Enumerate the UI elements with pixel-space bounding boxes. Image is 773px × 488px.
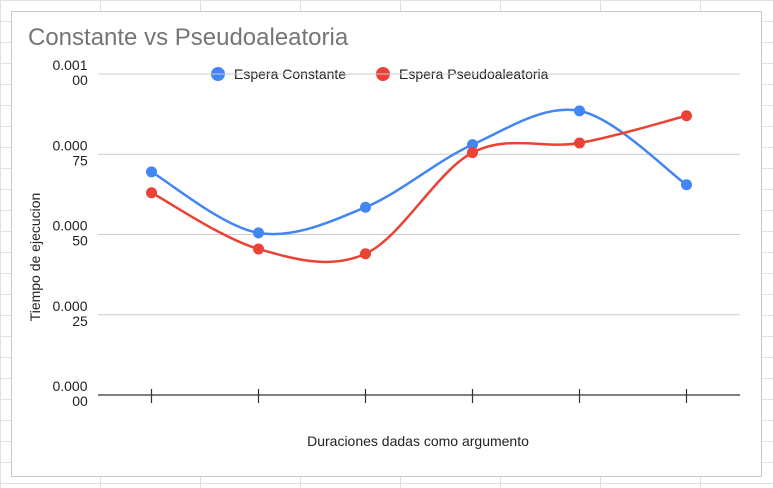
data-point[interactable] — [467, 139, 478, 151]
data-point[interactable] — [253, 243, 264, 255]
data-point[interactable] — [360, 248, 371, 260]
data-point[interactable] — [360, 201, 371, 213]
y-tick-label-cont: 00 — [72, 72, 88, 88]
data-point[interactable] — [146, 187, 157, 199]
data-point[interactable] — [574, 137, 585, 149]
y-gridlines — [98, 73, 740, 316]
data-point[interactable] — [253, 227, 264, 239]
y-tick-label: 0.000 — [52, 298, 87, 314]
y-axis-label: Tiempo de ejecucion — [27, 193, 43, 322]
y-tick-label-cont: 00 — [72, 393, 88, 409]
y-tick-label: 0.000 — [52, 218, 87, 234]
chart-title: Constante vs Pseudoaleatoria — [28, 24, 349, 51]
data-point[interactable] — [574, 105, 585, 117]
data-point[interactable] — [146, 166, 157, 178]
data-point[interactable] — [681, 110, 692, 122]
series-line-1 — [150, 108, 688, 236]
y-tick-label: 0.000 — [52, 378, 87, 394]
series-points — [146, 105, 692, 260]
chart-svg: Constante vs Pseudoaleatoria Espera Cons… — [27, 24, 740, 449]
x-axis-label: Duraciones dadas como argumento — [307, 433, 529, 449]
y-tick-label: 0.001 — [52, 57, 87, 73]
x-axis — [98, 389, 740, 403]
series-lines — [150, 108, 688, 264]
data-point[interactable] — [467, 147, 478, 159]
chart-container[interactable]: Constante vs Pseudoaleatoria Espera Cons… — [11, 11, 762, 477]
series-line-2 — [150, 114, 687, 264]
data-point[interactable] — [681, 179, 692, 191]
y-tick-label-cont: 75 — [72, 152, 88, 168]
y-tick-label: 0.000 — [52, 137, 87, 153]
y-tick-label-cont: 25 — [72, 313, 88, 329]
y-tick-label-cont: 50 — [72, 233, 88, 249]
